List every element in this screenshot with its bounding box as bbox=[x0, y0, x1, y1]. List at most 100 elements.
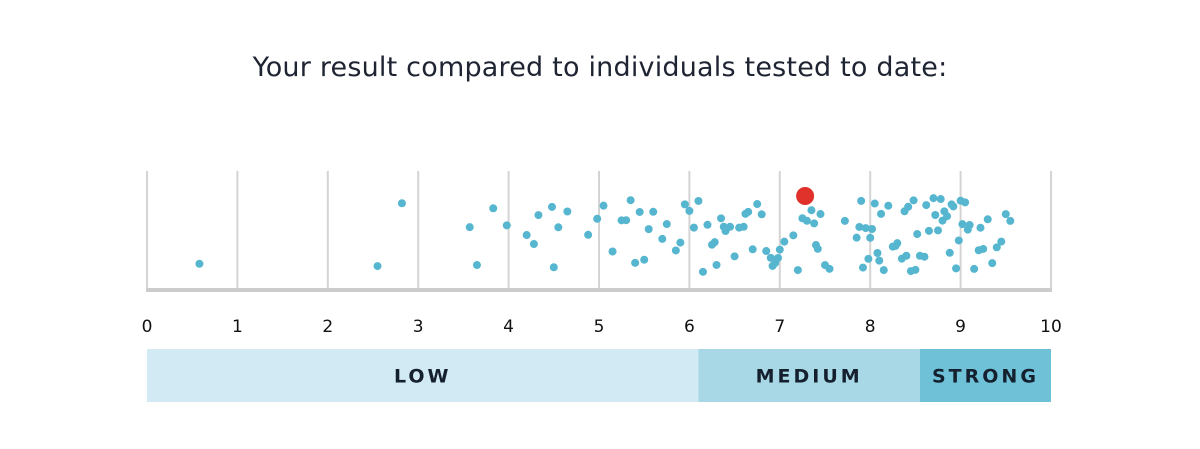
population-point bbox=[983, 215, 992, 224]
population-point bbox=[949, 202, 958, 211]
population-point bbox=[662, 220, 671, 229]
population-point bbox=[671, 246, 680, 255]
population-point bbox=[813, 244, 822, 253]
population-point bbox=[712, 260, 721, 269]
population-point bbox=[1006, 216, 1015, 225]
band-label-strong: STRONG bbox=[932, 366, 1039, 388]
population-point bbox=[608, 247, 617, 256]
population-point bbox=[855, 222, 864, 231]
population-point bbox=[626, 196, 635, 205]
population-point bbox=[744, 207, 753, 216]
population-point bbox=[913, 230, 922, 239]
population-point bbox=[807, 206, 816, 215]
population-point bbox=[936, 195, 945, 204]
x-tick-labels: 0 1 2 3 4 5 6 7 8 9 10 bbox=[142, 317, 1062, 337]
population-point bbox=[780, 237, 789, 246]
population-point bbox=[976, 223, 985, 232]
result-point bbox=[796, 187, 815, 205]
population-point bbox=[635, 207, 644, 216]
population-point bbox=[717, 214, 726, 223]
population-point bbox=[858, 263, 867, 272]
population-point bbox=[644, 225, 653, 234]
population-point bbox=[522, 231, 531, 240]
population-point bbox=[879, 266, 888, 275]
population-point bbox=[739, 222, 748, 231]
population-point bbox=[825, 264, 834, 273]
population-point bbox=[961, 198, 970, 207]
population-point bbox=[793, 266, 802, 275]
grid-lines bbox=[146, 171, 1052, 290]
population-point bbox=[868, 225, 877, 234]
population-point bbox=[816, 210, 825, 219]
population-point bbox=[934, 226, 942, 235]
population-point bbox=[943, 212, 952, 221]
population-point bbox=[685, 206, 694, 215]
population-point bbox=[563, 207, 572, 216]
population-point bbox=[945, 248, 954, 257]
population-point bbox=[857, 196, 866, 205]
population-point bbox=[893, 239, 902, 248]
population-point bbox=[622, 216, 631, 225]
population-point bbox=[884, 201, 893, 210]
population-point bbox=[554, 223, 563, 232]
x-tick-label: 8 bbox=[865, 317, 876, 337]
x-tick-label: 0 bbox=[142, 317, 153, 337]
population-point bbox=[549, 263, 558, 272]
population-point bbox=[584, 230, 593, 239]
population-point bbox=[694, 196, 703, 205]
population-point bbox=[698, 267, 707, 276]
population-point bbox=[753, 200, 762, 209]
population-point bbox=[988, 259, 997, 268]
population-point bbox=[534, 211, 543, 220]
population-point bbox=[529, 240, 538, 249]
population-point bbox=[472, 261, 481, 270]
population-point bbox=[970, 264, 979, 273]
population-point bbox=[599, 201, 608, 210]
population-point bbox=[773, 253, 782, 262]
population-point bbox=[502, 221, 511, 230]
x-tick-label: 9 bbox=[955, 317, 966, 337]
population-point bbox=[864, 254, 873, 263]
population-point bbox=[931, 210, 940, 219]
population-point bbox=[547, 202, 556, 211]
population-point bbox=[852, 233, 861, 242]
population-point bbox=[802, 216, 811, 225]
band-low bbox=[147, 349, 699, 402]
population-point bbox=[676, 238, 685, 247]
x-tick-label: 4 bbox=[503, 317, 514, 337]
population-point bbox=[775, 245, 784, 254]
population-point bbox=[840, 216, 849, 225]
population-point bbox=[979, 244, 988, 253]
population-point bbox=[992, 243, 1001, 252]
population-point bbox=[489, 204, 498, 213]
population-point bbox=[958, 220, 967, 229]
population-point bbox=[904, 202, 913, 211]
strength-bands: LOW MEDIUM STRONG bbox=[147, 349, 1051, 402]
population-point bbox=[920, 252, 929, 261]
population-point bbox=[397, 199, 406, 208]
population-point bbox=[861, 224, 870, 233]
population-point bbox=[593, 214, 602, 223]
band-label-medium: MEDIUM bbox=[756, 366, 863, 388]
population-point bbox=[748, 245, 757, 254]
population-point bbox=[909, 196, 918, 205]
x-tick-label: 7 bbox=[774, 317, 785, 337]
population-point bbox=[762, 247, 771, 256]
population-points bbox=[195, 194, 1015, 276]
population-point bbox=[997, 237, 1006, 246]
population-point bbox=[703, 220, 712, 229]
population-point bbox=[873, 248, 882, 257]
population-point bbox=[730, 252, 739, 261]
population-point bbox=[465, 223, 474, 232]
population-point bbox=[689, 223, 698, 232]
population-point bbox=[631, 258, 640, 267]
population-point bbox=[1001, 210, 1010, 219]
x-tick-label: 1 bbox=[232, 317, 243, 337]
x-tick-label: 5 bbox=[594, 317, 605, 337]
population-point bbox=[902, 251, 911, 260]
population-point bbox=[952, 264, 961, 273]
x-tick-label: 10 bbox=[1040, 317, 1062, 337]
x-tick-label: 6 bbox=[684, 317, 695, 337]
population-point bbox=[195, 259, 204, 268]
